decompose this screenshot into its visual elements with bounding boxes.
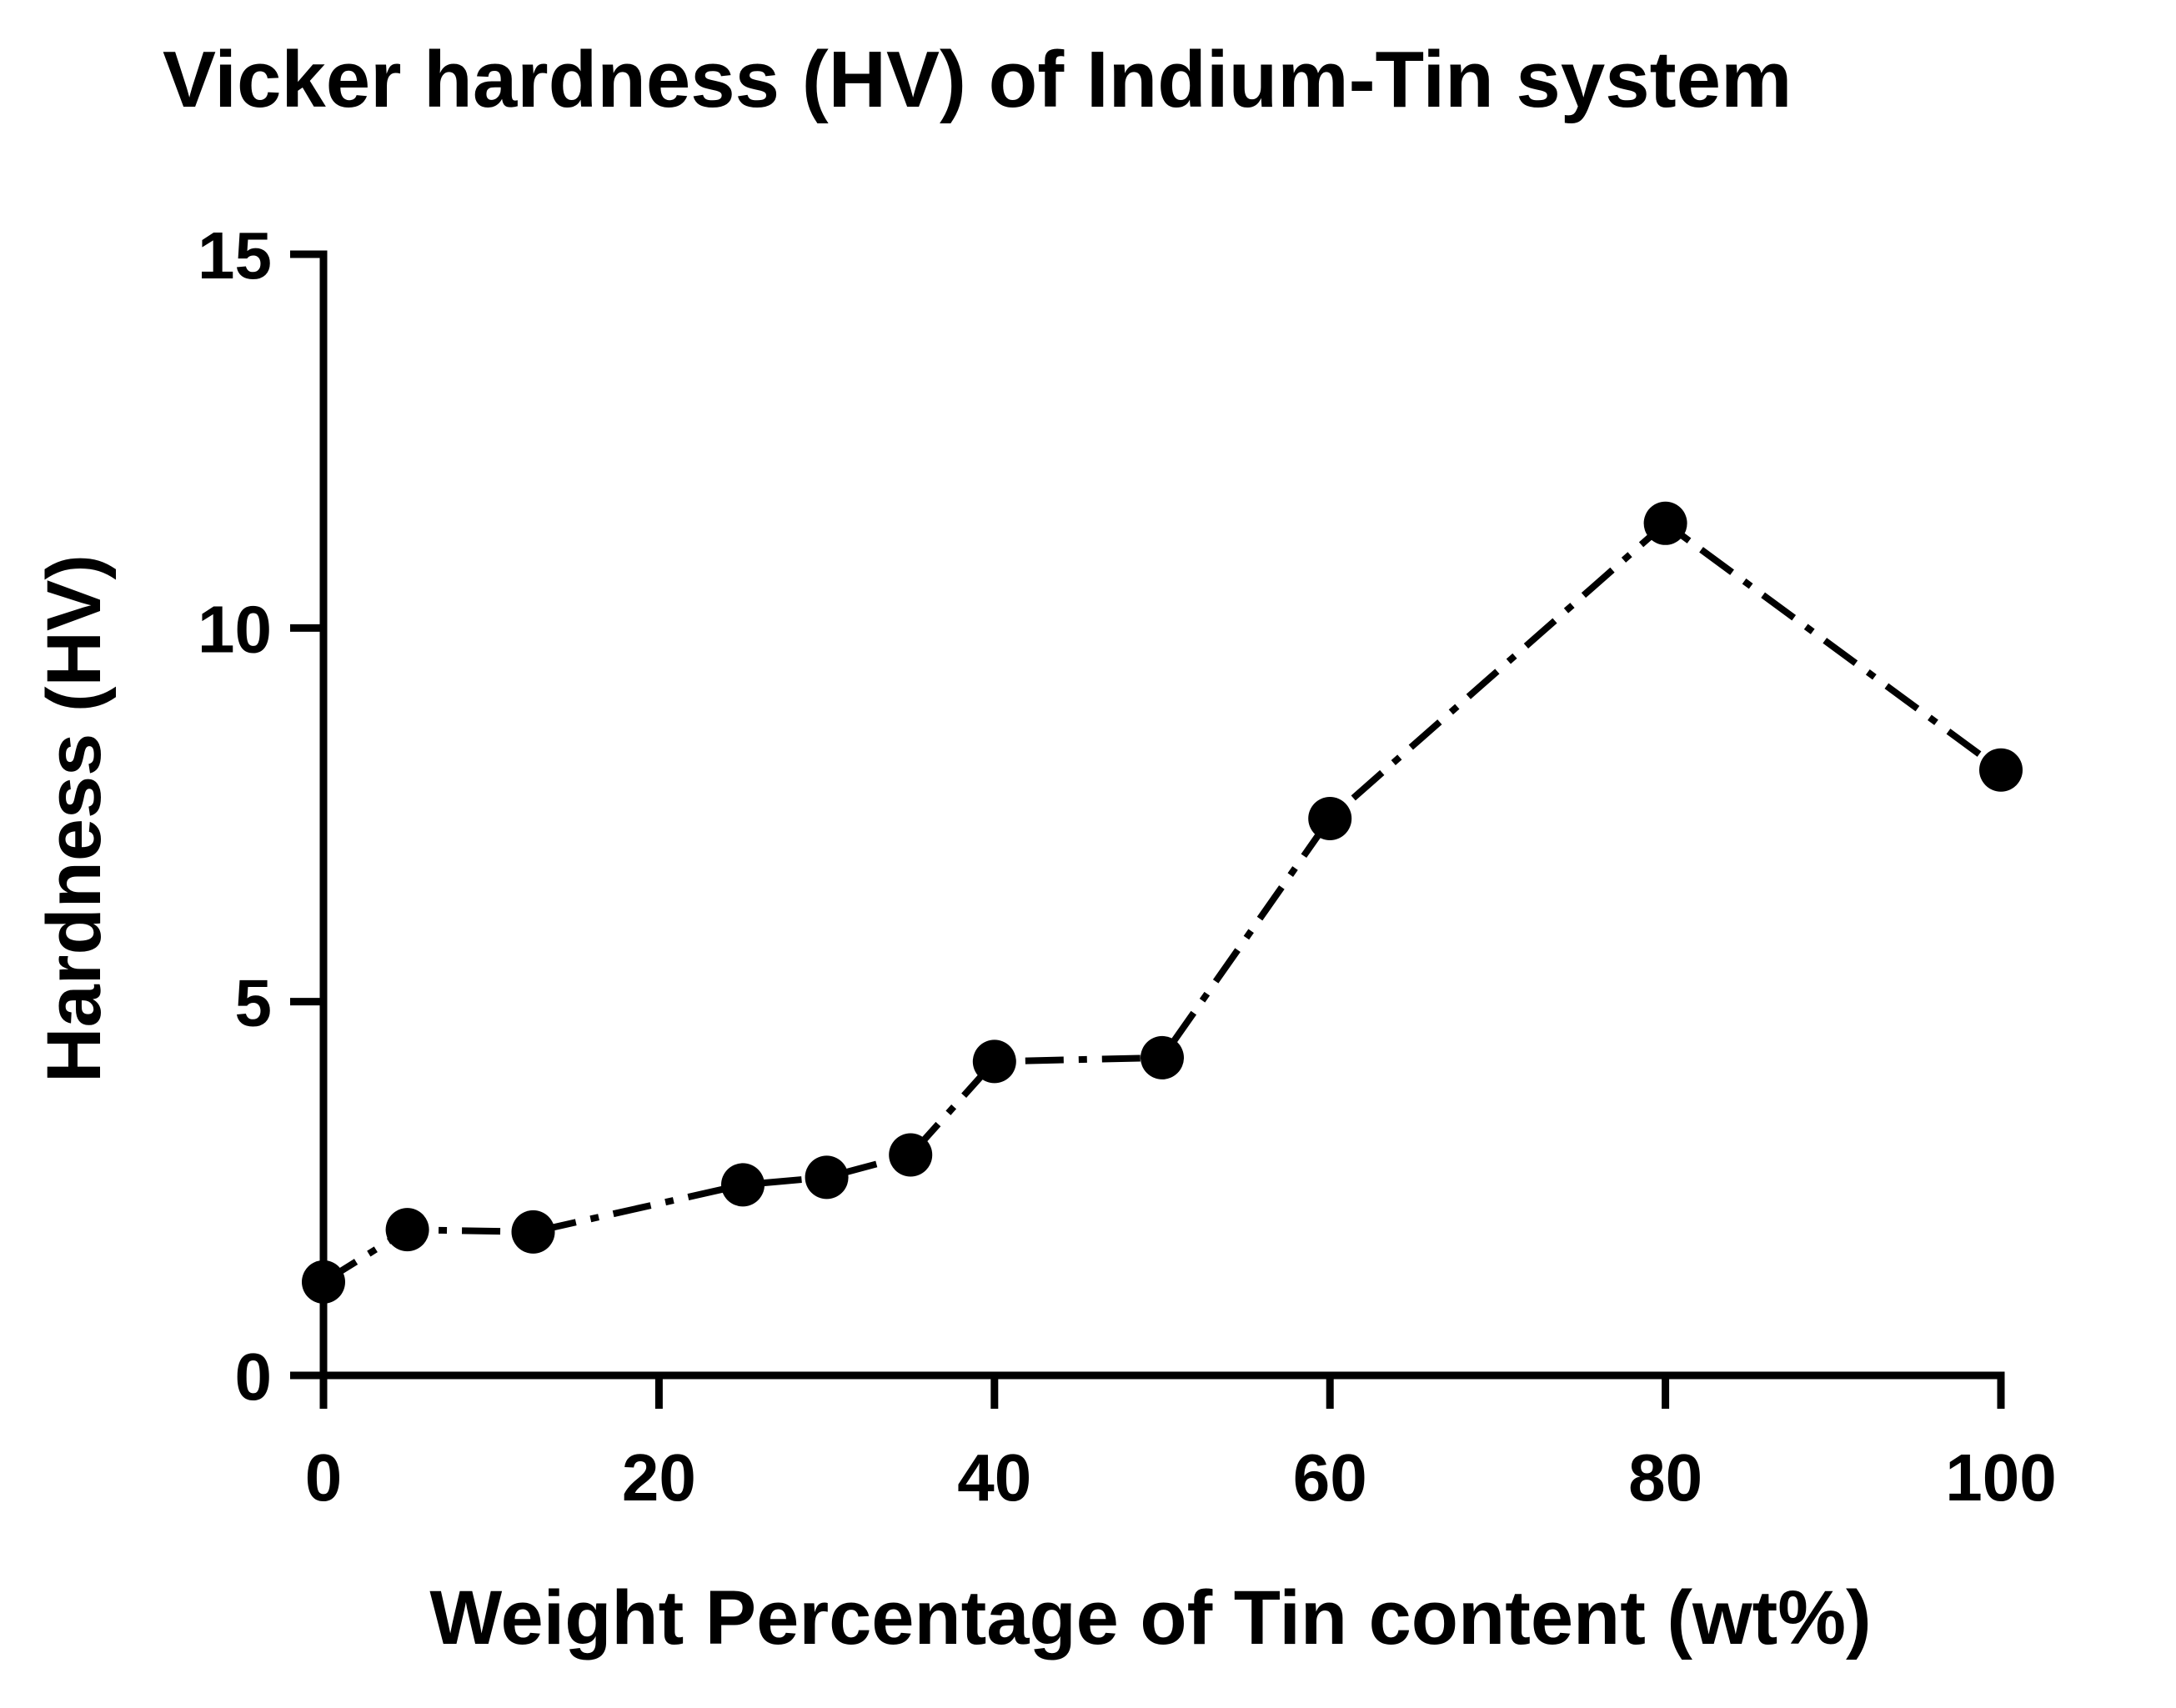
x-tick-label: 20 <box>622 1440 696 1515</box>
data-point <box>1308 796 1352 840</box>
x-tick-label: 40 <box>957 1440 1031 1515</box>
data-point <box>302 1260 345 1304</box>
data-series <box>302 501 2023 1304</box>
x-tick-label: 60 <box>1293 1440 1367 1515</box>
x-tick-label: 0 <box>305 1440 343 1515</box>
y-tick-label: 5 <box>235 966 273 1040</box>
x-axis-title: Weight Percentage of Tin content (wt%) <box>429 1575 1871 1660</box>
chart-title: Vicker hardness (HV) of Indium-Tin syste… <box>163 35 1792 124</box>
data-point <box>511 1210 555 1254</box>
y-tick-label: 15 <box>198 218 272 293</box>
data-point <box>889 1133 933 1177</box>
data-point <box>972 1039 1016 1084</box>
x-tick-label: 100 <box>1945 1440 2056 1515</box>
data-point <box>1643 501 1687 545</box>
series-line <box>321 519 2003 1285</box>
data-point <box>1141 1035 1184 1079</box>
y-tick-label: 0 <box>235 1340 273 1414</box>
x-tick-label: 80 <box>1628 1440 1702 1515</box>
x-axis: 0 20 40 60 80 100 <box>305 1371 2057 1515</box>
data-point <box>385 1208 429 1252</box>
y-axis-title: Hardness (HV) <box>32 554 117 1083</box>
data-point <box>721 1163 765 1207</box>
data-point <box>805 1155 849 1200</box>
y-tick-label: 10 <box>198 592 272 666</box>
data-point <box>1979 748 2023 792</box>
y-axis: 0 5 10 15 <box>198 218 328 1414</box>
